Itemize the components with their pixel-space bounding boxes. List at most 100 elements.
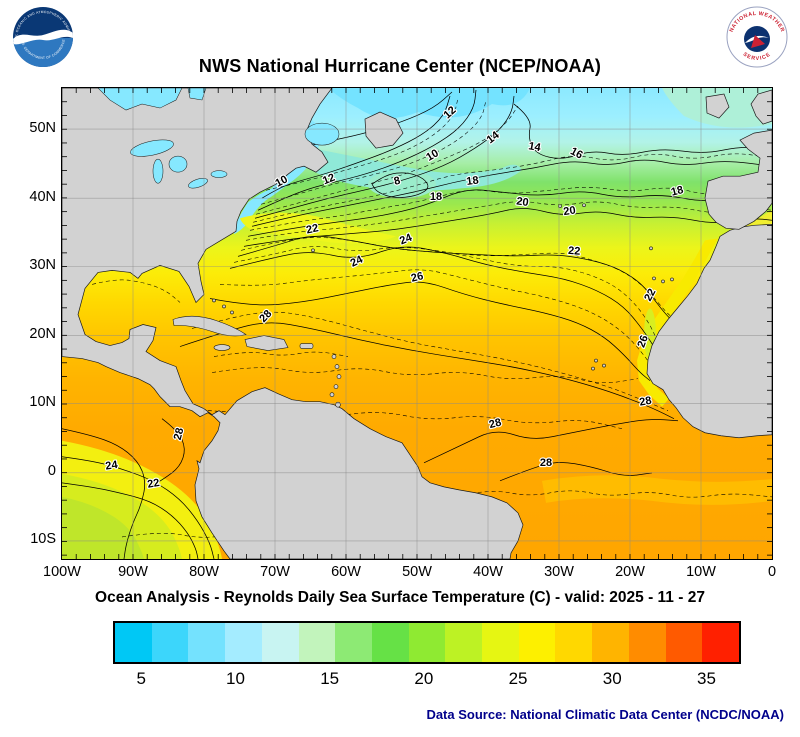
- isotherm-label: 28: [172, 427, 187, 442]
- isotherm-label: 14: [527, 140, 542, 154]
- canary-islands: [652, 276, 656, 281]
- lake-ontario: [210, 170, 228, 178]
- isotherm-label: 18: [670, 184, 685, 199]
- lesser-antilles: [331, 354, 337, 359]
- canary-islands: [670, 277, 674, 282]
- lesser-antilles: [329, 392, 335, 397]
- lesser-antilles: [334, 364, 340, 369]
- ungava-bay: [187, 88, 207, 101]
- colorbar-cell: [261, 623, 299, 662]
- colorbar-tick-label: 5: [136, 669, 146, 688]
- cape-verde: [594, 358, 598, 363]
- colorbar-cell: [592, 623, 629, 662]
- land-newfoundland: [364, 111, 404, 149]
- land-africa: [646, 223, 772, 439]
- isotherm-line: [513, 103, 772, 159]
- lat-tick-label: 50N: [29, 120, 56, 136]
- land-britain: [750, 89, 772, 125]
- isotherm-line: [265, 97, 459, 191]
- lon-tick-label: 60W: [331, 564, 361, 580]
- nws-ring-text-bottom: SERVICE: [742, 51, 772, 62]
- island-jamaica: [213, 344, 231, 351]
- nws-sail-icon: [751, 35, 765, 48]
- grid-lines: [62, 88, 772, 559]
- gulf-of-st-lawrence: [304, 122, 340, 146]
- isotherm-line: [251, 159, 772, 227]
- isotherm-line: [219, 269, 653, 367]
- isotherm-line: [191, 311, 669, 411]
- colorbar-tick-label: 30: [602, 669, 622, 688]
- colorbar: [113, 621, 741, 664]
- land-europe: [704, 129, 772, 230]
- lake-superior: [130, 139, 174, 157]
- lat-tick-label: 10S: [30, 531, 56, 547]
- isotherm-line: [261, 95, 451, 199]
- isotherm-line: [62, 428, 146, 559]
- lat-tick-label: 40N: [29, 189, 56, 205]
- isotherm-line: [423, 419, 679, 464]
- isotherm-label: 22: [146, 477, 160, 491]
- cape-verde: [591, 366, 595, 371]
- isotherm-label: 18: [430, 191, 442, 203]
- lon-tick-label: 80W: [189, 564, 219, 580]
- colorbar-cell: [518, 623, 556, 662]
- colorbar-cell: [555, 623, 593, 662]
- isotherm-line: [229, 246, 661, 357]
- isotherm-label: 22: [568, 245, 581, 258]
- bahamas: [212, 298, 216, 303]
- isotherm-line: [252, 153, 772, 223]
- lon-tick-label: 20W: [615, 564, 645, 580]
- isotherm-label: 28: [488, 416, 503, 431]
- island-cuba: [172, 315, 247, 337]
- isotherm-line: [211, 367, 639, 384]
- isotherm-label: 18: [466, 174, 480, 188]
- lesser-antilles: [333, 384, 339, 389]
- isotherm-line: [255, 105, 519, 215]
- lon-tick-label: 100W: [43, 564, 81, 580]
- isotherm-line: [237, 235, 693, 329]
- isotherm-label: 12: [321, 172, 337, 188]
- isotherm-label: 26: [635, 334, 650, 350]
- colorbar-cell: [445, 623, 483, 662]
- map-caption: Ocean Analysis - Reynolds Daily Sea Surf…: [95, 589, 705, 606]
- isotherm-line: [243, 208, 772, 247]
- isotherm-label: 24: [105, 459, 120, 473]
- lon-tick-label: 90W: [118, 564, 148, 580]
- colorbar-cell: [115, 623, 152, 662]
- azores: [570, 208, 574, 213]
- colorbar-cell: [371, 623, 409, 662]
- isotherm-label: 22: [305, 222, 319, 236]
- colorbar-tick-label: 20: [414, 669, 434, 688]
- svg-text:SERVICE: SERVICE: [742, 51, 773, 62]
- isotherm-line: [213, 351, 349, 357]
- isotherm-line: [209, 281, 651, 381]
- data-source: Data Source: National Climatic Data Cent…: [426, 707, 784, 722]
- lake-huron: [168, 155, 188, 173]
- colorbar-cell: [335, 623, 372, 662]
- isotherm-line: [233, 246, 659, 343]
- bahamas: [230, 310, 234, 315]
- lon-tick-label: 70W: [260, 564, 290, 580]
- land-ireland: [705, 93, 730, 119]
- sst-map: 12 14 14 16 10 8 10 12 18 18 20 20 18 22 24 24 22 26 22 28 2…: [61, 87, 773, 560]
- colorbar-cell: [225, 623, 262, 662]
- isotherm-label: 20: [563, 204, 577, 218]
- nws-logo: NATIONAL WEATHER SERVICE: [726, 6, 788, 68]
- colorbar-cell: [408, 623, 446, 662]
- isotherm-line: [149, 418, 185, 488]
- lesser-antilles: [336, 374, 342, 379]
- colorbar-cell: [628, 623, 666, 662]
- lat-tick-label: 10N: [29, 394, 56, 410]
- frame-ticks: [62, 88, 772, 559]
- land-americas: [62, 88, 524, 559]
- lake-michigan: [152, 158, 164, 184]
- azores: [582, 203, 586, 208]
- island-bermuda: [311, 248, 315, 253]
- isotherm-line: [499, 462, 653, 482]
- noaa-logo: NATIONAL OCEANIC AND ATMOSPHERIC ADMINIS…: [11, 3, 74, 68]
- isotherm-line: [254, 95, 515, 219]
- page-title: NWS National Hurricane Center (NCEP/NOAA…: [198, 56, 602, 76]
- isotherm-label: 26: [410, 270, 425, 285]
